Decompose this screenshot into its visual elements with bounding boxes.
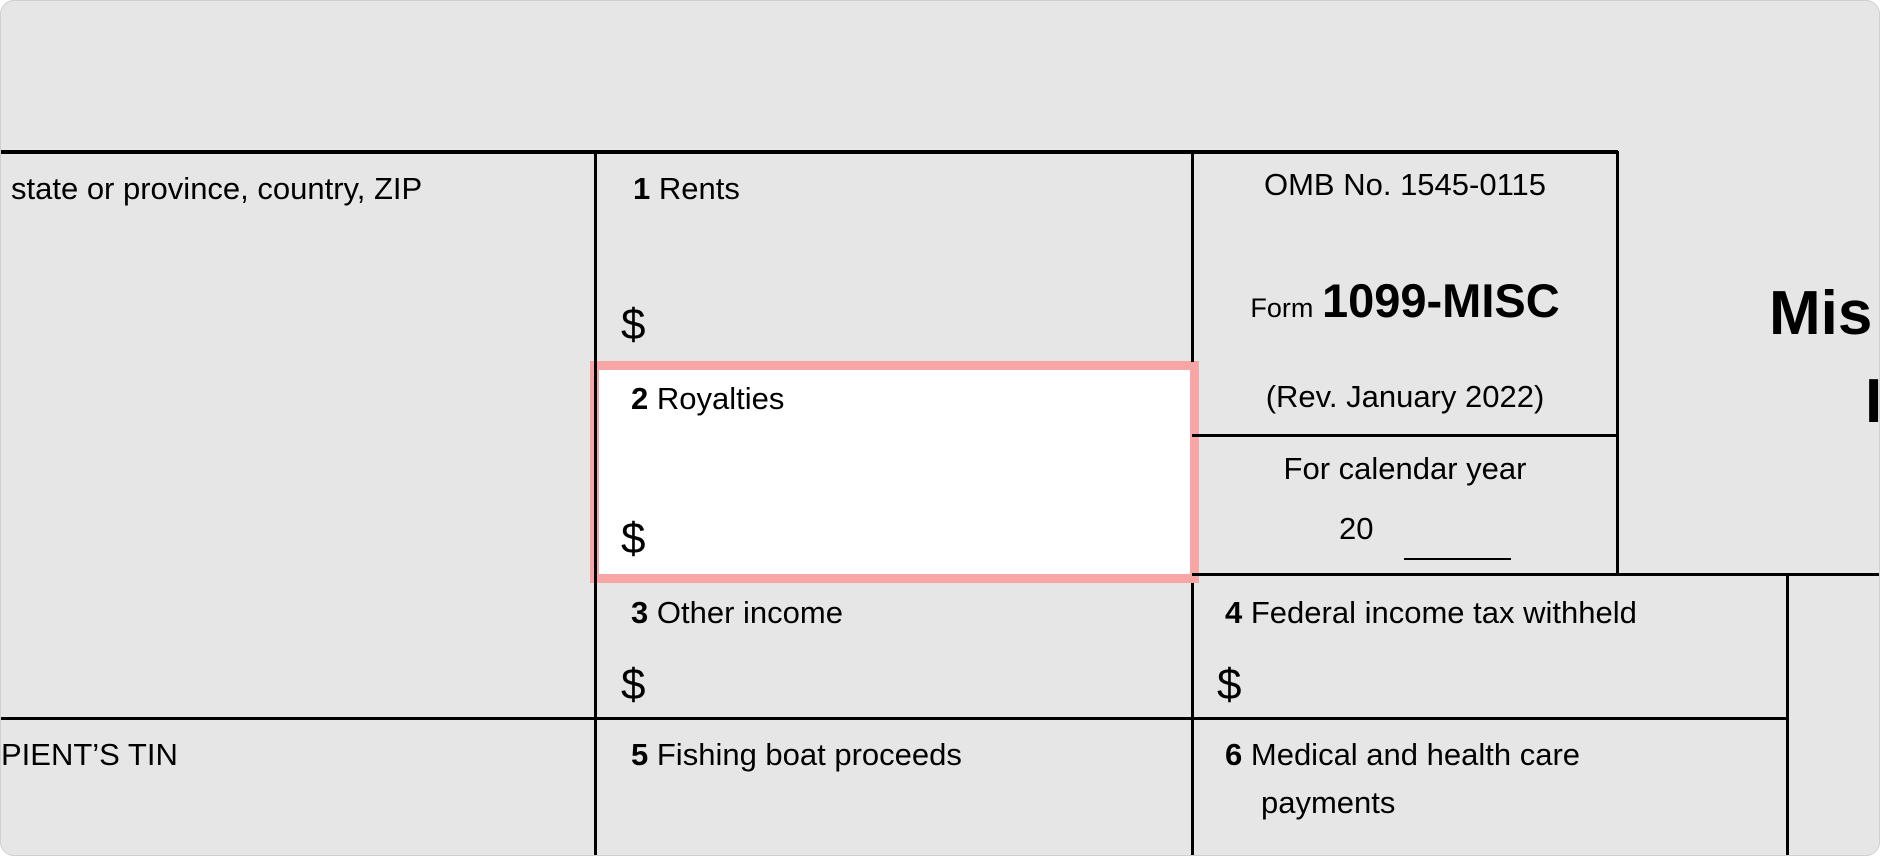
box-2-dollar: $ (621, 514, 646, 563)
box-6-label-line2: payments (1261, 785, 1396, 820)
form-heading-partial-line2: I (1865, 371, 1879, 433)
box-4-dollar: $ (1217, 660, 1242, 709)
top-border (1, 150, 1618, 154)
box-2-royalties-highlight[interactable] (590, 361, 1199, 583)
form-heading-partial: Mis (1769, 279, 1873, 348)
box-3-dollar: $ (621, 660, 646, 709)
divider (1191, 151, 1194, 362)
calendar-year-label: For calendar year (1283, 451, 1527, 486)
revision-date: (Rev. January 2022) (1265, 379, 1545, 414)
box-1-label: 1 Rents (633, 171, 740, 206)
divider (1616, 151, 1619, 575)
divider (1786, 574, 1789, 855)
omb-number: OMB No. 1545-0115 (1263, 167, 1547, 202)
box-5-label: 5 Fishing boat proceeds (631, 737, 962, 772)
divider (594, 151, 597, 855)
form-title: Form 1099-MISC (1250, 274, 1560, 327)
box-4-label: 4 Federal income tax withheld (1225, 595, 1637, 630)
divider (1192, 573, 1879, 576)
divider (1192, 434, 1618, 437)
divider (1, 717, 1788, 720)
recipient-address-label: state or province, country, ZIP (11, 171, 423, 206)
box-6-label: 6 Medical and health care (1225, 737, 1581, 772)
calendar-year-blank[interactable] (1404, 558, 1511, 560)
box-1-dollar: $ (621, 300, 646, 349)
calendar-year-prefix: 20 (1339, 511, 1374, 546)
box-3-label: 3 Other income (631, 595, 843, 630)
box-2-label: 2 Royalties (631, 381, 785, 416)
recipient-tin-label: PIENT’S TIN (1, 737, 178, 772)
